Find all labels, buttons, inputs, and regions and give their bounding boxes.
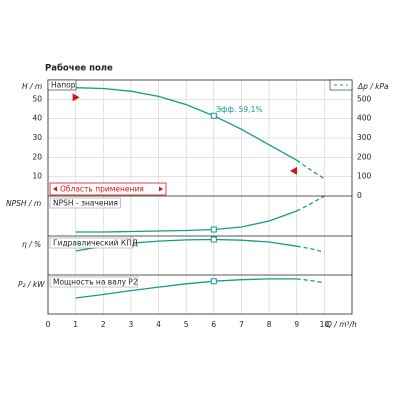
curve-extension [296, 159, 325, 180]
arrow [159, 186, 163, 192]
x-tick-label: 3 [129, 320, 134, 329]
x-tick-label: 7 [239, 320, 244, 329]
curve [75, 210, 297, 233]
panel-label-box [49, 237, 134, 249]
duty-point [210, 112, 217, 119]
annotation: Эфф. 59,1% [216, 105, 263, 114]
duty-point [210, 226, 217, 233]
y-tick-label: 20 [32, 152, 42, 161]
y2-tick-label: 400 [357, 114, 372, 123]
frame [47, 79, 353, 315]
y2-tick-label: 100 [357, 172, 372, 181]
y2-axis-label: Δp / kPa [357, 82, 389, 91]
legend-label: Напор [51, 81, 76, 90]
duty-point [210, 236, 217, 243]
y2-tick-label: 300 [357, 133, 372, 142]
curve [75, 87, 298, 161]
x-tick-label: 9 [294, 320, 299, 329]
y-tick-label: 10 [32, 172, 42, 181]
x-axis-label: Q / m³/h [326, 320, 357, 329]
duty-point [210, 278, 217, 285]
range-marker [289, 166, 297, 175]
y-axis-label: NPSH / m [6, 199, 41, 208]
panel-label-box [49, 197, 121, 209]
curve-extension [296, 245, 325, 253]
x-tick-label: 0 [46, 320, 51, 329]
application-range-label: Область применения [60, 185, 144, 194]
panel-label-box [49, 276, 138, 288]
range-marker [72, 93, 80, 102]
y-tick-label: 50 [32, 94, 42, 103]
y-tick-label: 30 [32, 133, 42, 142]
curve [75, 278, 297, 299]
x-tick-label: 4 [156, 320, 161, 329]
legend-box [47, 79, 77, 91]
y-axis-label: P₂ / kW [18, 280, 45, 289]
y-axis-label: η / % [22, 240, 41, 249]
y2-tick-label: 500 [357, 94, 372, 103]
y-tick-label: 40 [32, 114, 42, 123]
application-range-box [49, 182, 167, 196]
x-tick-label: 5 [184, 320, 189, 329]
x-tick-label: 6 [211, 320, 216, 329]
x-tick-label: 1 [73, 320, 78, 329]
panel-label: Мощность на валу P2 [53, 278, 138, 287]
x-tick-label: 8 [267, 320, 272, 329]
y2-tick-label: 200 [357, 152, 372, 161]
x-tick-label: 10 [320, 320, 330, 329]
curve-extension [296, 195, 325, 212]
curve-extension [296, 278, 325, 284]
panel-label: Гидравлический КПД [53, 239, 138, 248]
chart-title: Рабочее поле [45, 63, 113, 74]
y-axis-label: H / m [22, 82, 42, 91]
x-tick-label: 2 [101, 320, 106, 329]
panel-label: NPSH - значения [53, 199, 118, 208]
y2-tick-label: 0 [357, 191, 362, 200]
arrow [53, 186, 57, 192]
